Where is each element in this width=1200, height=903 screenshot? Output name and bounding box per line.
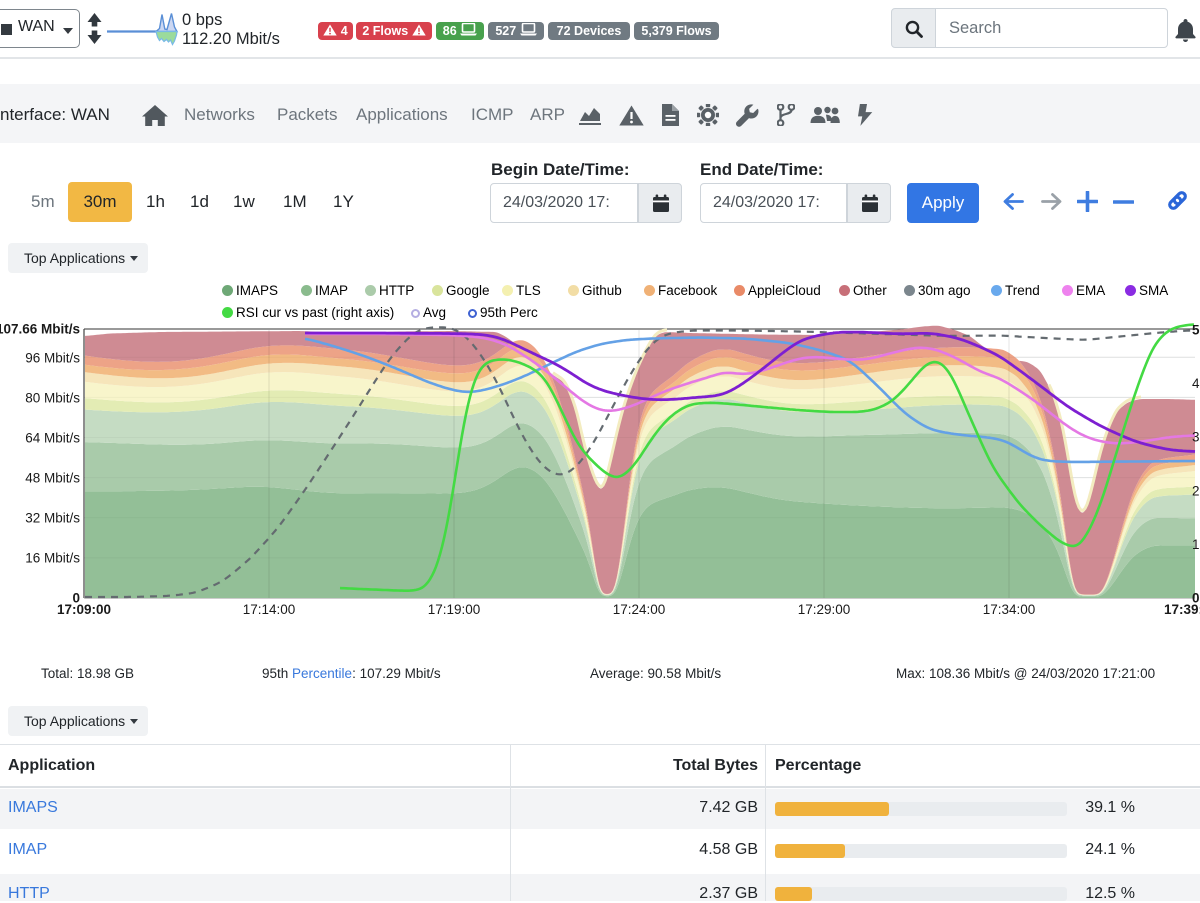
svg-text:0: 0	[72, 591, 80, 606]
svg-text:96 Mbit/s: 96 Mbit/s	[25, 350, 80, 365]
svg-text:50: 50	[1192, 323, 1200, 338]
svg-text:17:29:00: 17:29:00	[798, 602, 851, 617]
svg-text:17:24:00: 17:24:00	[613, 602, 666, 617]
svg-text:64 Mbit/s: 64 Mbit/s	[25, 430, 80, 445]
svg-text:20: 20	[1192, 483, 1200, 498]
svg-text:17:34:00: 17:34:00	[983, 602, 1036, 617]
svg-text:32 Mbit/s: 32 Mbit/s	[25, 511, 80, 526]
svg-text:17:19:00: 17:19:00	[428, 602, 481, 617]
svg-text:80 Mbit/s: 80 Mbit/s	[25, 390, 80, 405]
svg-text:0: 0	[1192, 591, 1200, 606]
svg-text:10: 10	[1192, 537, 1200, 552]
svg-text:107.66 Mbit/s: 107.66 Mbit/s	[0, 322, 80, 337]
svg-text:17:09:00: 17:09:00	[57, 602, 111, 617]
svg-text:48 Mbit/s: 48 Mbit/s	[25, 471, 80, 486]
svg-text:40: 40	[1192, 376, 1200, 391]
svg-text:17:14:00: 17:14:00	[243, 602, 296, 617]
svg-text:17:39:00: 17:39:00	[1164, 602, 1200, 617]
svg-text:16 Mbit/s: 16 Mbit/s	[25, 551, 80, 566]
svg-text:30: 30	[1192, 430, 1200, 445]
